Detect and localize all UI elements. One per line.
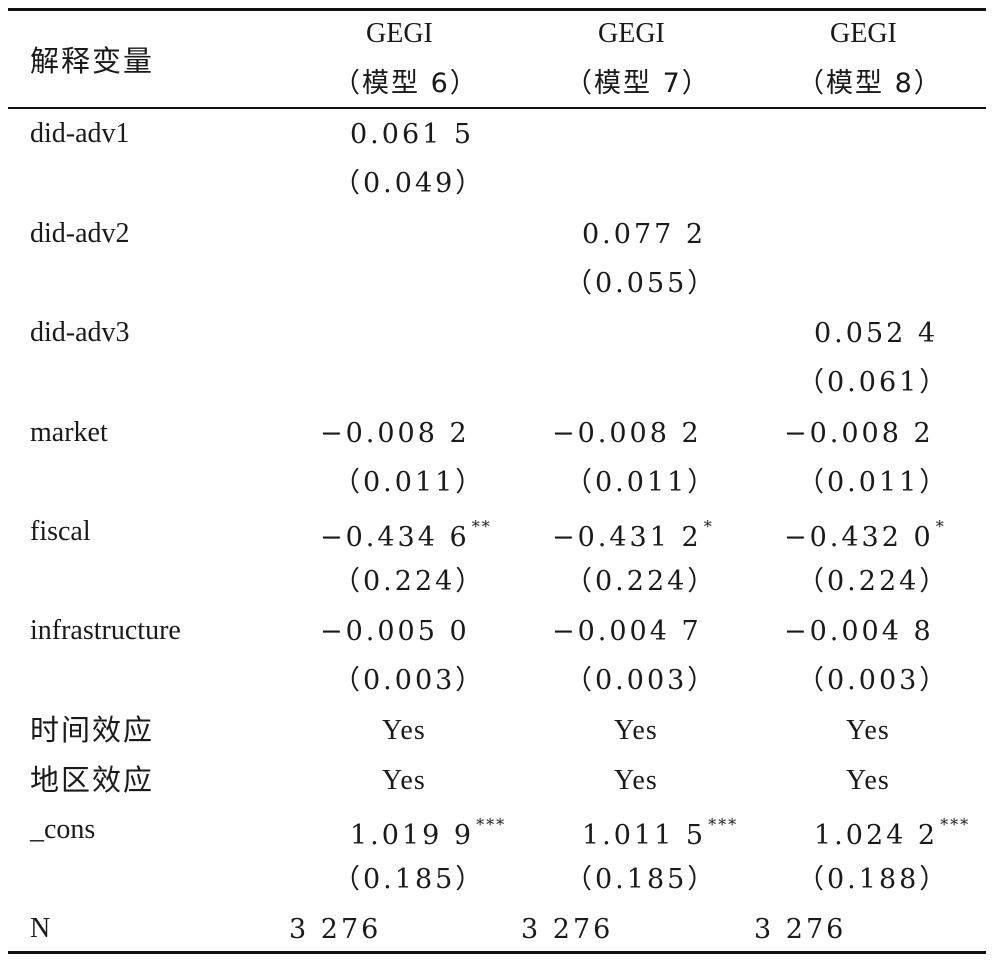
significance-stars: *** [476, 815, 507, 834]
significance-stars: * [935, 517, 946, 536]
se-fiscal-model-6: （0.224） [333, 566, 486, 597]
coef-fiscal-model-7: −0.431 2 * [552, 517, 714, 553]
column-header-model-7: （模型 7） [565, 68, 711, 99]
column-header-model-6: （模型 6） [333, 68, 479, 99]
region-effect-model-7: Yes [614, 765, 658, 796]
row-label-region-effect: 地区效应 [30, 763, 155, 797]
n-model-8: 3 276 [754, 914, 847, 945]
row-label-did-adv3: did-adv3 [30, 317, 130, 348]
column-header-model-6-dependent: GEGI [366, 18, 433, 49]
time-effect-model-8: Yes [846, 715, 890, 746]
row-label-time-effect: 时间效应 [30, 713, 155, 747]
row-label-did-adv2: did-adv2 [30, 218, 130, 249]
n-model-6: 3 276 [289, 914, 382, 945]
coef-market-model-6: −0.008 2 [320, 418, 470, 449]
column-header-model-8-dependent: GEGI [830, 18, 897, 49]
coef-did-adv2-model-7: 0.077 2 [582, 219, 707, 250]
n-model-7: 3 276 [521, 914, 614, 945]
se-cons-model-8: （0.188） [797, 864, 950, 895]
se-fiscal-model-7: （0.224） [565, 566, 718, 597]
se-market-model-8: （0.011） [797, 467, 950, 498]
se-cons-model-7: （0.185） [565, 864, 718, 895]
coef-cons-model-6: 1.019 9 *** [350, 815, 507, 851]
time-effect-model-6: Yes [382, 715, 426, 746]
row-label-n: N [30, 913, 51, 944]
table-bottom-rule [8, 951, 986, 954]
row-label-market: market [30, 417, 108, 448]
se-infrastructure-model-7: （0.003） [565, 665, 718, 696]
se-market-model-7: （0.011） [565, 467, 718, 498]
row-label-fiscal: fiscal [30, 516, 91, 547]
se-cons-model-6: （0.185） [333, 864, 486, 895]
variable-column-header: 解释变量 [30, 44, 155, 78]
coef-fiscal-model-6: −0.434 6 ** [320, 517, 492, 553]
coef-infrastructure-model-8: −0.004 8 [784, 616, 934, 647]
se-market-model-6: （0.011） [333, 467, 486, 498]
coef-market-model-7: −0.008 2 [552, 418, 702, 449]
significance-stars: *** [940, 815, 971, 834]
row-label-cons: _cons [30, 814, 96, 845]
table-top-rule [8, 8, 986, 11]
significance-stars: ** [471, 517, 492, 536]
table-header-rule [8, 107, 986, 109]
column-header-model-8: （模型 8） [797, 68, 943, 99]
row-label-did-adv1: did-adv1 [30, 118, 130, 149]
se-infrastructure-model-8: （0.003） [797, 665, 950, 696]
significance-stars: *** [708, 815, 739, 834]
region-effect-model-8: Yes [846, 765, 890, 796]
row-label-infrastructure: infrastructure [30, 615, 181, 646]
coef-cons-model-7: 1.011 5 *** [582, 815, 739, 851]
se-did-adv2-model-7: （0.055） [565, 268, 718, 299]
region-effect-model-6: Yes [382, 765, 426, 796]
coef-did-adv3-model-8: 0.052 4 [814, 318, 939, 349]
coef-did-adv1-model-6: 0.061 5 [350, 119, 475, 150]
time-effect-model-7: Yes [614, 715, 658, 746]
se-did-adv1-model-6: （0.049） [333, 168, 486, 199]
significance-stars: * [703, 517, 714, 536]
column-header-model-7-dependent: GEGI [598, 18, 665, 49]
se-fiscal-model-8: （0.224） [797, 566, 950, 597]
coef-cons-model-8: 1.024 2 *** [814, 815, 971, 851]
se-infrastructure-model-6: （0.003） [333, 665, 486, 696]
se-did-adv3-model-8: （0.061） [797, 367, 950, 398]
coef-fiscal-model-8: −0.432 0 * [784, 517, 946, 553]
coef-market-model-8: −0.008 2 [784, 418, 934, 449]
coef-infrastructure-model-7: −0.004 7 [552, 616, 702, 647]
coef-infrastructure-model-6: −0.005 0 [320, 616, 470, 647]
